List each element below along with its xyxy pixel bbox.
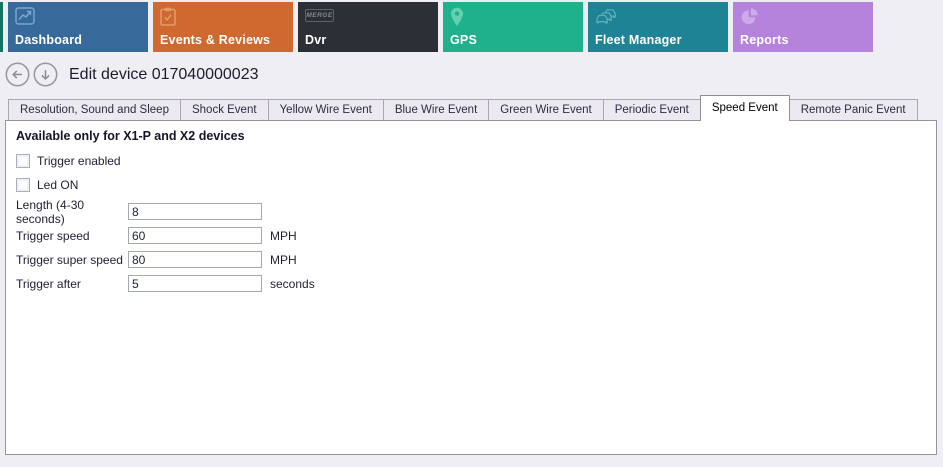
- availability-notice: Available only for X1-P and X2 devices: [16, 129, 245, 143]
- merge-logo-text: MERGE: [305, 9, 334, 22]
- device-settings-tabs: Resolution, Sound and Sleep Shock Event …: [8, 95, 943, 121]
- clipboard-check-icon: [160, 7, 176, 26]
- tab-green-wire-event[interactable]: Green Wire Event: [488, 99, 604, 120]
- speed-event-panel: Available only for X1-P and X2 devices T…: [5, 120, 937, 455]
- nav-tile-reports[interactable]: Reports: [733, 2, 873, 52]
- tab-speed-event[interactable]: Speed Event: [699, 95, 790, 121]
- led-on-checkbox[interactable]: [16, 178, 30, 192]
- download-button[interactable]: [33, 62, 58, 87]
- page-title: Edit device 017040000023: [69, 65, 259, 83]
- nav-tile-label: GPS: [450, 33, 477, 47]
- merge-logo-icon: MERGE: [305, 7, 334, 22]
- tab-shock-event[interactable]: Shock Event: [179, 99, 269, 120]
- top-nav-bar: Dashboard Events & Reviews MERGE Dvr GPS: [0, 0, 943, 52]
- led-on-label: Led ON: [37, 178, 79, 192]
- trigger-super-speed-label: Trigger super speed: [16, 252, 123, 267]
- vehicles-icon: [595, 7, 620, 24]
- nav-tile-gps[interactable]: GPS: [443, 2, 583, 52]
- trigger-after-row: Trigger after seconds: [16, 275, 927, 292]
- back-button[interactable]: [5, 62, 30, 87]
- line-chart-icon: [15, 7, 35, 25]
- trigger-after-unit: seconds: [270, 276, 315, 291]
- nav-tile-dashboard[interactable]: Dashboard: [8, 2, 148, 52]
- length-label: Length (4-30 seconds): [16, 197, 85, 226]
- trigger-speed-input[interactable]: [128, 227, 262, 244]
- trigger-enabled-label: Trigger enabled: [37, 154, 121, 168]
- tab-resolution-sound-sleep[interactable]: Resolution, Sound and Sleep: [8, 99, 181, 120]
- pie-chart-icon: [740, 7, 759, 26]
- trigger-after-label: Trigger after: [16, 276, 81, 291]
- length-input[interactable]: [128, 203, 262, 220]
- speed-event-fields: Length (4-30 seconds) Trigger speed MPH …: [15, 198, 927, 292]
- trigger-super-speed-unit: MPH: [270, 252, 297, 267]
- left-accent-strip: [0, 2, 3, 52]
- trigger-super-speed-row: Trigger super speed MPH: [16, 251, 927, 268]
- trigger-speed-unit: MPH: [270, 228, 297, 243]
- trigger-speed-label: Trigger speed: [16, 228, 90, 243]
- tab-blue-wire-event[interactable]: Blue Wire Event: [382, 99, 490, 120]
- nav-tile-dvr[interactable]: MERGE Dvr: [298, 2, 438, 52]
- nav-tile-label: Reports: [740, 33, 789, 47]
- nav-tile-fleet-manager[interactable]: Fleet Manager: [588, 2, 728, 52]
- nav-tile-events-reviews[interactable]: Events & Reviews: [153, 2, 293, 52]
- nav-tile-label: Fleet Manager: [595, 33, 682, 47]
- tab-periodic-event[interactable]: Periodic Event: [602, 99, 701, 120]
- down-arrow-icon: [33, 62, 58, 87]
- trigger-speed-row: Trigger speed MPH: [16, 227, 927, 244]
- trigger-super-speed-input[interactable]: [128, 251, 262, 268]
- nav-tile-label: Events & Reviews: [160, 33, 271, 47]
- length-row: Length (4-30 seconds): [16, 198, 927, 226]
- nav-tile-label: Dvr: [305, 33, 327, 47]
- page-header: Edit device 017040000023: [0, 52, 943, 97]
- tab-yellow-wire-event[interactable]: Yellow Wire Event: [267, 99, 384, 120]
- trigger-enabled-row: Trigger enabled: [16, 153, 927, 169]
- nav-tile-label: Dashboard: [15, 33, 83, 47]
- left-arrow-icon: [5, 62, 30, 87]
- tab-remote-panic-event[interactable]: Remote Panic Event: [788, 99, 918, 120]
- trigger-enabled-checkbox[interactable]: [16, 154, 30, 168]
- map-pin-icon: [450, 7, 464, 27]
- led-on-row: Led ON: [16, 177, 927, 193]
- trigger-after-input[interactable]: [128, 275, 262, 292]
